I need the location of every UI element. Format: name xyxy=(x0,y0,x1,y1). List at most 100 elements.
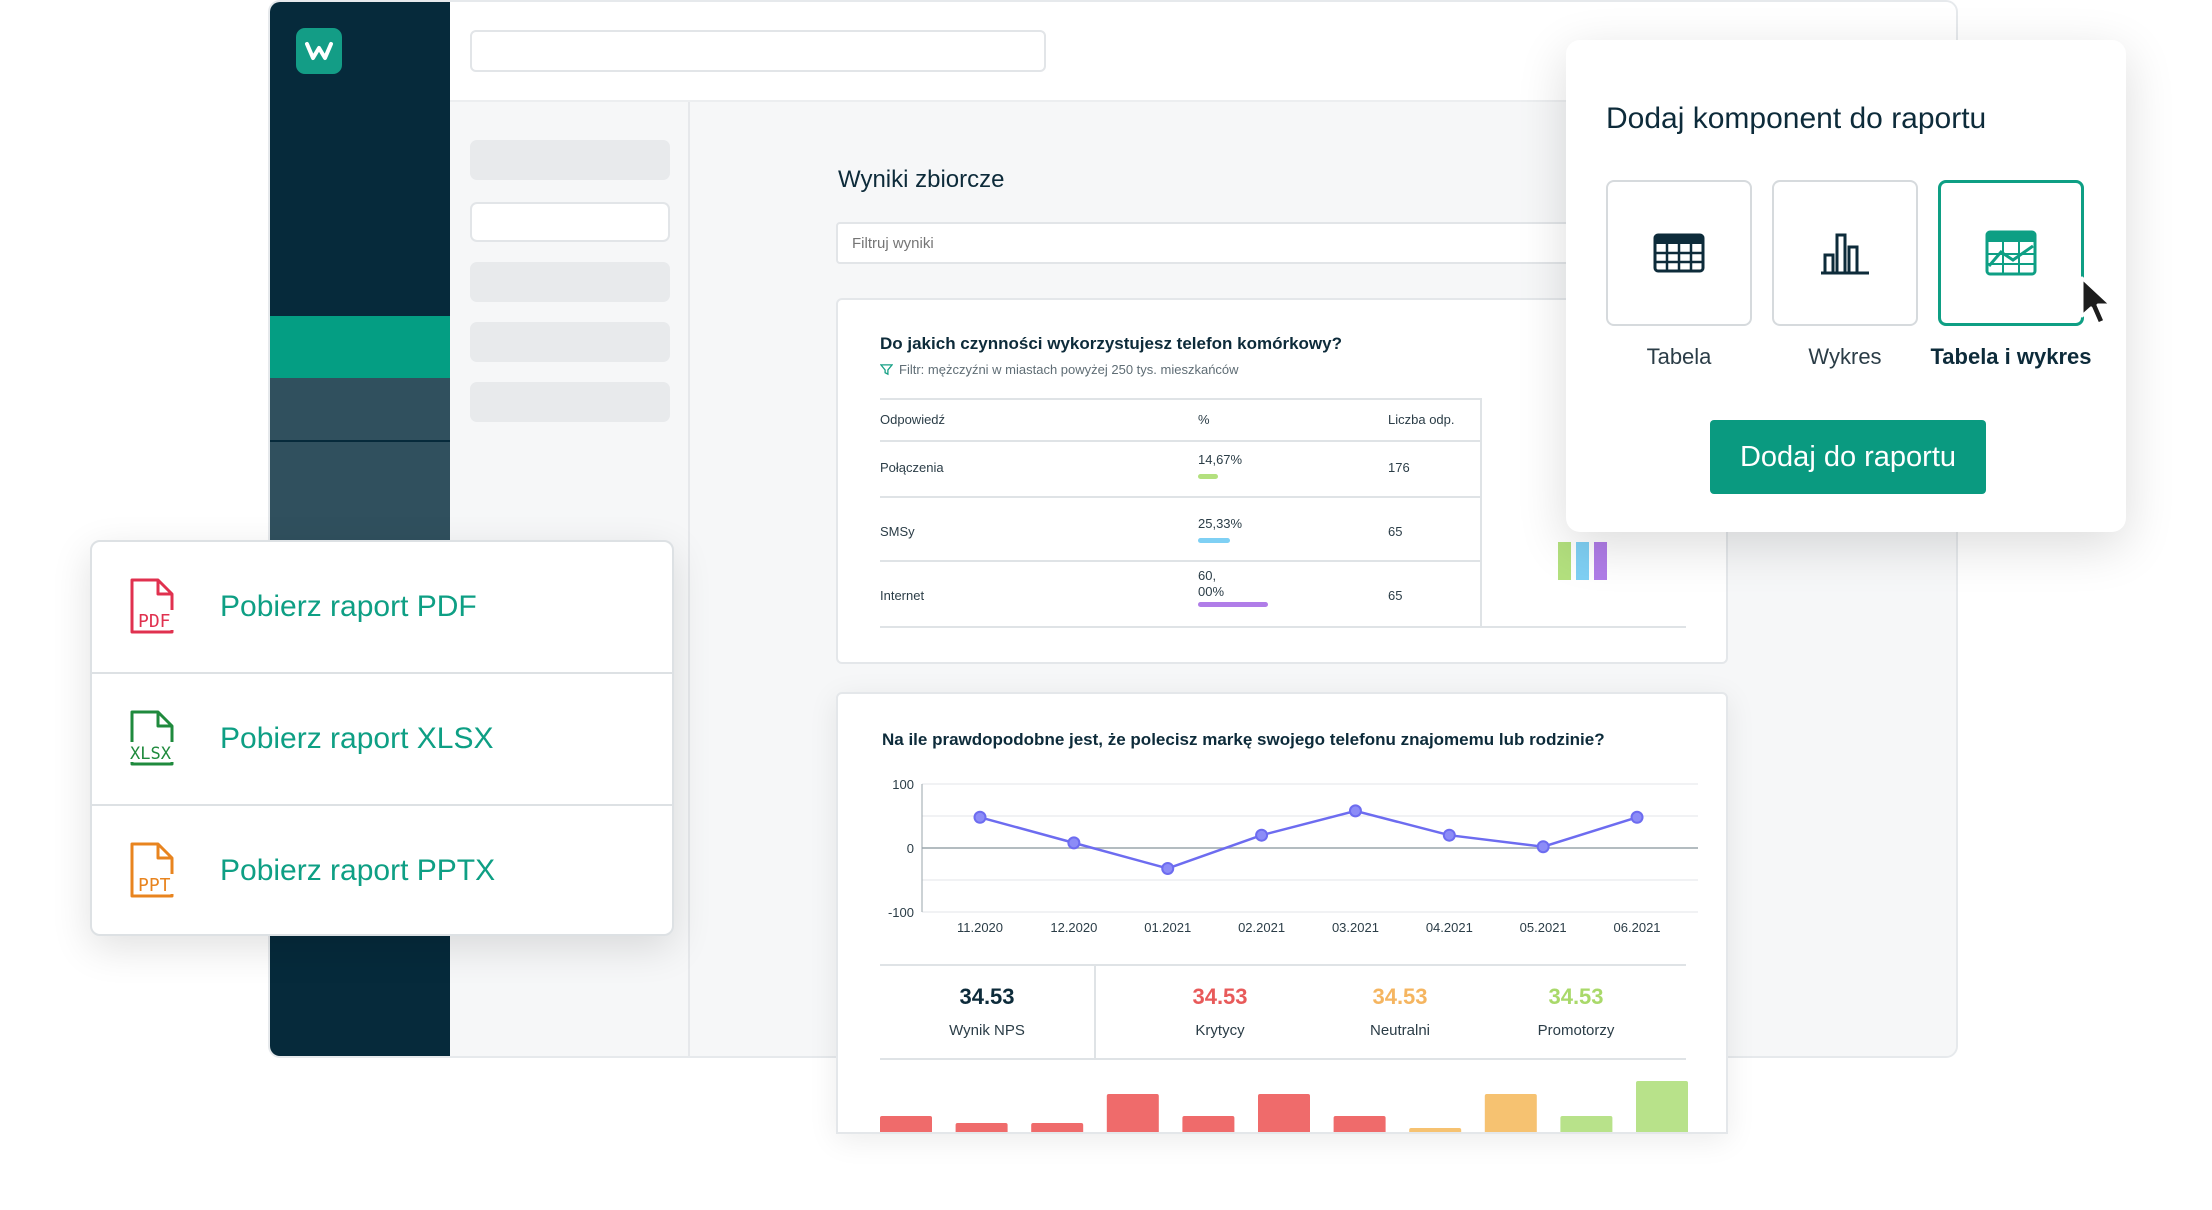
panel-title: Dodaj komponent do raportu xyxy=(1606,102,1987,135)
option-chart[interactable] xyxy=(1772,180,1918,326)
subnav-placeholder-item[interactable] xyxy=(470,202,670,242)
subnav-placeholder-item[interactable] xyxy=(470,382,670,422)
nps-line-chart: 100 0 -100 11.2020 12.2020 01.2021 02.2021 03.2… xyxy=(888,777,1698,934)
pdf-file-icon: PDF xyxy=(130,578,178,634)
kpi-label: Wynik NPS xyxy=(949,1022,1025,1039)
series-line xyxy=(979,809,1638,870)
row-count: 176 xyxy=(1388,460,1410,475)
table-chart-divider xyxy=(1480,398,1482,628)
y-tick-label: 0 xyxy=(907,841,914,856)
funnel-icon xyxy=(880,364,893,376)
option-table-and-chart[interactable] xyxy=(1938,180,2084,326)
kpi-label: Neutralni xyxy=(1369,1022,1431,1039)
filter-results-input[interactable] xyxy=(836,222,1596,264)
distribution-bar xyxy=(1484,1094,1537,1132)
download-xlsx-button[interactable]: XLSX Pobierz raport XLSX xyxy=(92,674,672,804)
x-tick-label: 05.2021 xyxy=(1520,920,1567,934)
x-tick-label: 11.2020 xyxy=(957,920,1003,934)
distribution-bar xyxy=(1106,1094,1159,1132)
download-pdf-button[interactable]: PDF Pobierz raport PDF xyxy=(92,542,672,672)
distribution-bar xyxy=(1636,1081,1688,1132)
divider xyxy=(92,672,672,674)
mini-bar xyxy=(1594,542,1607,580)
table-rule xyxy=(880,440,1480,442)
option-table[interactable] xyxy=(1606,180,1752,326)
data-point xyxy=(1348,804,1362,818)
download-label: Pobierz raport PPTX xyxy=(220,854,496,887)
table-icon xyxy=(1653,233,1705,273)
row-percent-line2: 00% xyxy=(1198,584,1225,599)
bar-chart-icon xyxy=(1821,233,1869,275)
sidebar-item[interactable] xyxy=(270,378,450,440)
subnav-placeholder-item[interactable] xyxy=(470,140,670,180)
column-header-count: Liczba odp. xyxy=(1388,412,1455,427)
mini-bar xyxy=(1576,542,1589,580)
percent-bar xyxy=(1198,538,1230,543)
option-label: Tabela xyxy=(1646,344,1712,369)
download-pptx-button[interactable]: PPT Pobierz raport PPTX xyxy=(92,806,672,934)
add-component-panel: Dodaj komponent do raportu xyxy=(1566,40,2126,532)
x-tick-label: 01.2021 xyxy=(1144,920,1191,934)
percent-bar xyxy=(1198,474,1218,479)
x-tick-label: 03.2021 xyxy=(1332,920,1379,934)
x-tick-label: 06.2021 xyxy=(1614,920,1661,934)
row-count: 65 xyxy=(1388,524,1403,539)
question-title: Na ile prawdopodobne jest, że polecisz m… xyxy=(882,730,1605,749)
file-badge: PDF xyxy=(138,611,171,632)
table-rule xyxy=(880,626,1480,628)
row-answer: Internet xyxy=(880,588,925,603)
filter-note-text: Filtr: mężczyźni w miastach powyżej 250 … xyxy=(899,362,1239,377)
mini-bar-chart xyxy=(1558,542,1607,580)
column-header-percent: % xyxy=(1198,412,1210,427)
filter-note: Filtr: mężczyźni w miastach powyżej 250 … xyxy=(880,362,1239,377)
kpi-neutrals: 34.53 Neutralni xyxy=(1312,966,1488,1062)
table-rule xyxy=(880,560,1480,562)
data-point xyxy=(1536,840,1550,854)
download-panel: PDF Pobierz raport PDF XLSX Pobierz rapo… xyxy=(90,540,674,936)
option-label: Wykres xyxy=(1808,344,1882,369)
data-point xyxy=(973,810,987,824)
distribution-bar xyxy=(1560,1116,1613,1132)
kpi-divider xyxy=(1094,966,1096,1060)
kpi-label: Krytycy xyxy=(1195,1022,1245,1039)
kpi-label: Promotorzy xyxy=(1537,1022,1615,1039)
distribution-bar xyxy=(880,1116,932,1132)
kpi-value: 34.53 xyxy=(959,984,1015,1009)
kpi-value: 34.53 xyxy=(1192,984,1248,1009)
x-tick-label: 02.2021 xyxy=(1238,920,1285,934)
kpi-value: 34.53 xyxy=(1372,984,1428,1009)
sidebar-item[interactable] xyxy=(270,442,450,504)
sidebar-item-active[interactable] xyxy=(270,316,450,378)
file-badge: PPT xyxy=(138,875,171,896)
page-title: Wyniki zbiorcze xyxy=(838,166,1005,193)
kpi-critics: 34.53 Krytycy xyxy=(1132,966,1308,1062)
mini-bar xyxy=(1558,542,1571,580)
percent-bar xyxy=(1198,602,1268,607)
top-search-input[interactable] xyxy=(470,30,1046,72)
distribution-bar xyxy=(1333,1116,1386,1132)
subnav-placeholder-item[interactable] xyxy=(470,322,670,362)
data-point xyxy=(1442,828,1456,842)
row-count: 65 xyxy=(1388,588,1403,603)
question-title: Do jakich czynności wykorzystujesz telef… xyxy=(880,334,1342,353)
distribution-bar xyxy=(1258,1094,1310,1132)
distribution-bar xyxy=(1182,1116,1235,1132)
divider xyxy=(92,804,672,806)
subnav-placeholder-item[interactable] xyxy=(470,262,670,302)
w-logo-icon[interactable] xyxy=(296,28,342,74)
data-point xyxy=(1255,828,1269,842)
kpi-value: 34.53 xyxy=(1548,984,1604,1009)
table-rule xyxy=(880,496,1480,498)
y-tick-label: -100 xyxy=(888,905,914,920)
option-label-selected: Tabela i wykres xyxy=(1930,344,2092,369)
row-percent: 14,67% xyxy=(1198,452,1243,467)
nps-summary: 34.53 Wynik NPS 34.53 Krytycy 34.53 Neut… xyxy=(880,964,1686,1060)
data-point xyxy=(1067,836,1081,850)
table-chart-icon xyxy=(1985,230,2037,276)
add-to-report-button[interactable]: Dodaj do raportu xyxy=(1710,420,1986,494)
table-rule xyxy=(880,398,1480,400)
kpi-nps: 34.53 Wynik NPS xyxy=(880,966,1094,1062)
distribution-bar xyxy=(1409,1128,1462,1132)
data-point xyxy=(1161,861,1175,875)
xlsx-file-icon: XLSX xyxy=(130,710,178,766)
